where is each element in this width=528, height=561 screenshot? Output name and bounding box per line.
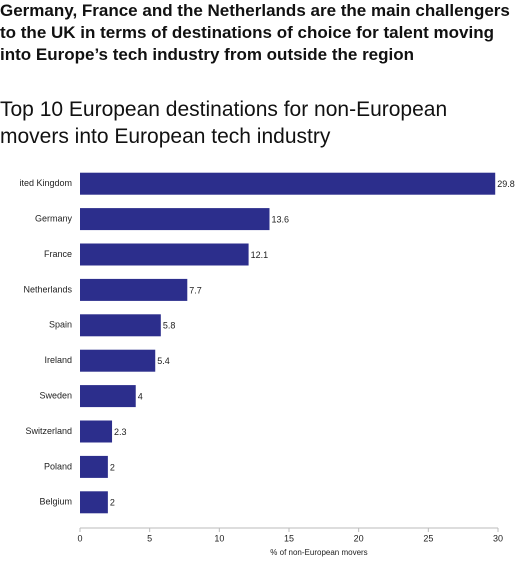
- headline: Germany, France and the Netherlands are …: [0, 1, 510, 64]
- y-tick-label: Poland: [44, 461, 72, 471]
- value-label: 29.8: [497, 179, 515, 189]
- x-tick-label: 0: [77, 533, 82, 543]
- bar: [80, 491, 108, 514]
- value-label: 7.7: [189, 285, 202, 295]
- bar: [80, 349, 156, 372]
- bar: [80, 278, 188, 301]
- y-tick-label: Netherlands: [23, 284, 72, 294]
- x-tick-label: 20: [354, 533, 364, 543]
- y-tick-label: ited Kingdom: [19, 178, 72, 188]
- value-label: 2: [110, 498, 115, 508]
- y-tick-label: Switzerland: [25, 426, 72, 436]
- chart-title: Top 10 European destinations for non-Eur…: [0, 98, 448, 148]
- value-label: 5.4: [157, 356, 170, 366]
- x-tick-label: 30: [493, 533, 503, 543]
- value-label: 13.6: [271, 214, 289, 224]
- value-label: 5.8: [163, 321, 176, 331]
- value-label: 12.1: [251, 250, 269, 260]
- value-label: 4: [138, 391, 143, 401]
- bar: [80, 385, 136, 408]
- bar: [80, 208, 270, 231]
- value-label: 2.3: [114, 427, 127, 437]
- bar: [80, 455, 108, 478]
- x-tick-label: 5: [147, 533, 152, 543]
- bar: [80, 243, 249, 266]
- value-label: 2: [110, 462, 115, 472]
- y-tick-label: Sweden: [39, 390, 72, 400]
- bar: [80, 420, 113, 443]
- y-tick-label: Spain: [49, 320, 72, 330]
- y-tick-label: France: [44, 249, 72, 259]
- x-tick-label: 15: [284, 533, 294, 543]
- bar: [80, 314, 161, 337]
- bar: [80, 172, 496, 195]
- x-tick-label: 25: [423, 533, 433, 543]
- y-tick-label: Ireland: [44, 355, 72, 365]
- y-tick-label: Belgium: [39, 497, 72, 507]
- x-tick-label: 10: [214, 533, 224, 543]
- x-axis-label: % of non-European movers: [270, 548, 367, 557]
- y-tick-label: Germany: [35, 213, 73, 223]
